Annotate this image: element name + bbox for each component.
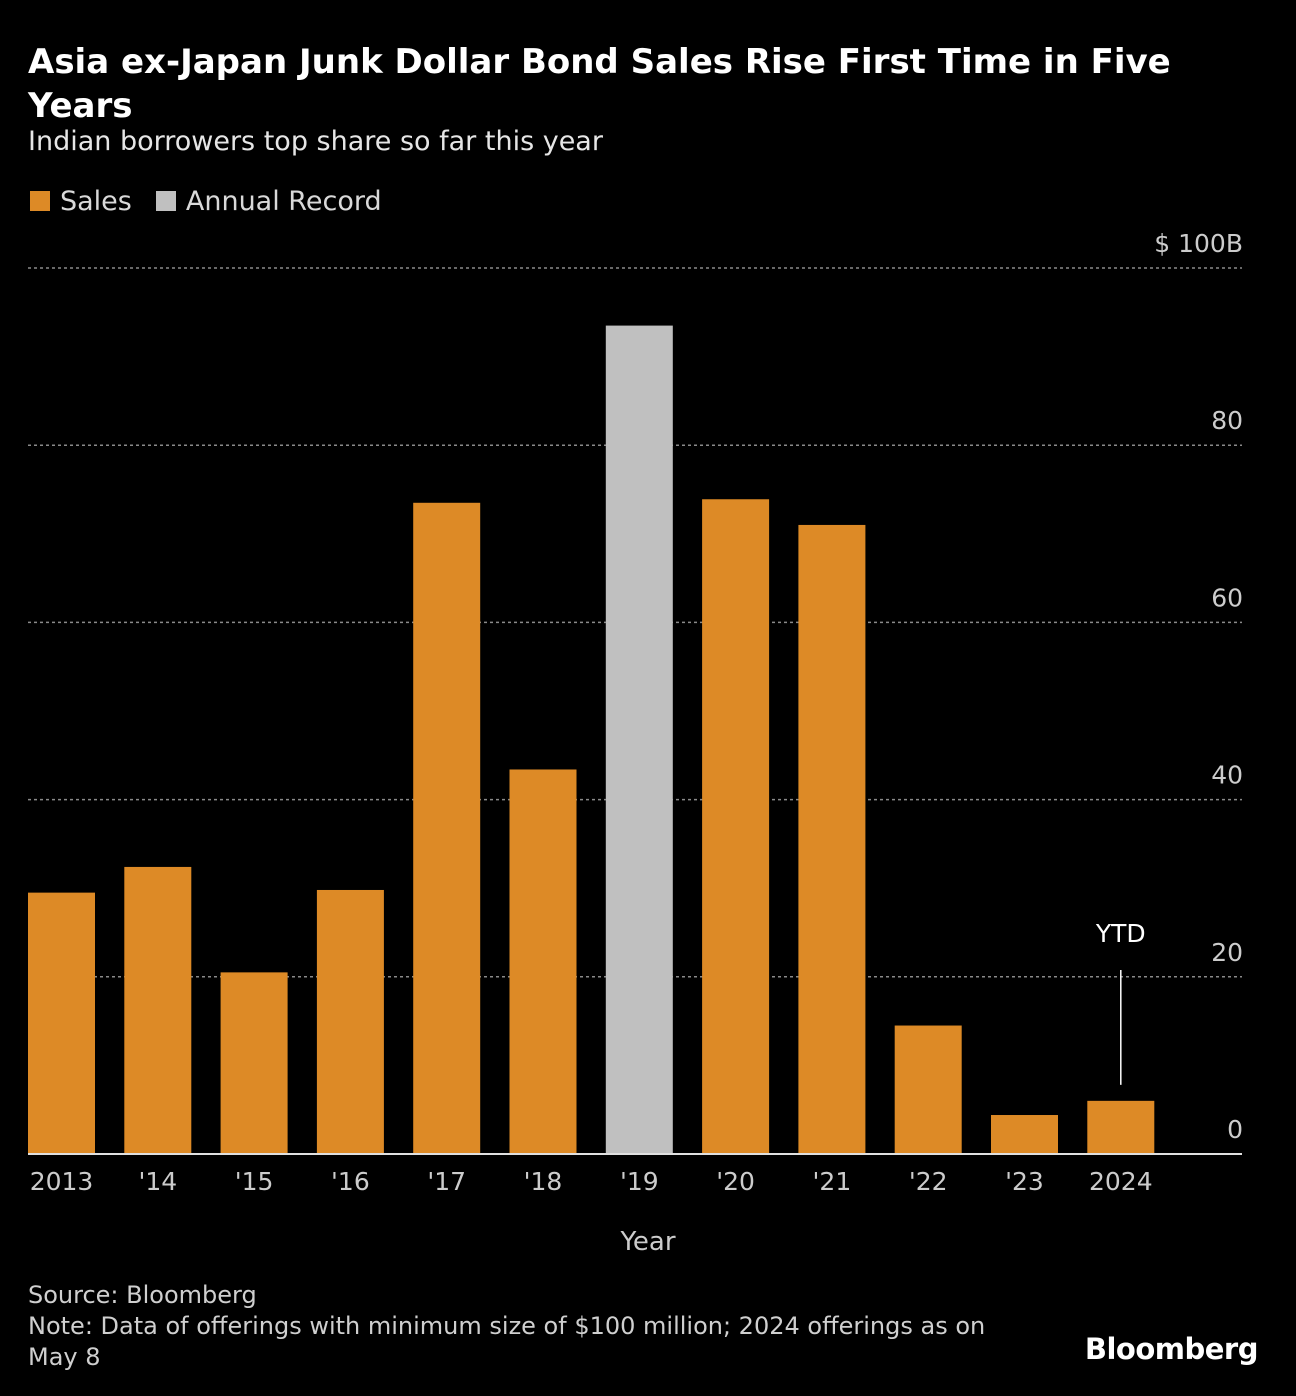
bar [702,499,770,1155]
y-tick-label: $ 100B [1154,229,1243,258]
legend-label-sales: Sales [60,185,132,217]
bar [605,325,673,1155]
legend-swatch-sales [30,191,50,211]
x-tick-label: '16 [331,1167,370,1196]
legend-swatch-annual-record [155,191,176,211]
y-tick-label: 0 [1227,1115,1243,1144]
legend-item-sales: Sales [30,186,132,217]
bar [220,972,288,1154]
bloomberg-logo: Bloomberg [1084,1332,1259,1366]
x-tick-label: 2024 [1089,1167,1153,1196]
bar [798,524,866,1154]
x-tick-label: '18 [524,1167,563,1196]
chart-subtitle: Indian borrowers top share so far this y… [28,126,603,157]
bar [28,892,95,1154]
x-tick-label: '14 [138,1167,177,1196]
bar [316,889,384,1154]
source-text: Source: Bloomberg [28,1281,257,1309]
x-axis-title: Year [619,1227,675,1257]
legend: Sales Annual Record [30,184,406,218]
bar [509,769,577,1154]
bar [413,502,481,1154]
x-tick-label: '23 [1005,1167,1044,1196]
x-tick-label: '15 [235,1167,274,1196]
bar [1087,1100,1155,1154]
x-tick-label: '22 [909,1167,948,1196]
x-tick-label: '19 [620,1167,659,1196]
bar [894,1025,962,1154]
y-tick-label: 20 [1211,938,1243,967]
x-tick-label: '17 [427,1167,466,1196]
y-tick-label: 40 [1211,761,1243,790]
x-tick-label: 2013 [30,1167,94,1196]
bar [991,1115,1058,1154]
note-text: Note: Data of offerings with minimum siz… [28,1312,986,1371]
bar [124,866,192,1154]
bar-chart: 0 20 40 60 80 $ 100B 2013 '14 '15 '16 '17 '18 '19 '20… [28,229,1243,1257]
x-tick-label: '21 [813,1167,852,1196]
y-tick-label: 80 [1211,406,1243,435]
x-tick-label: '20 [716,1167,755,1196]
legend-label-annual-record: Annual Record [185,185,382,217]
y-tick-label: 60 [1211,583,1243,612]
footnote: Source: Bloomberg Note: Data of offering… [28,1280,1038,1373]
legend-item-annual-record: Annual Record [155,185,382,217]
chart-title: Asia ex-Japan Junk Dollar Bond Sales Ris… [28,42,1171,126]
annotation-label: YTD [1095,919,1146,948]
